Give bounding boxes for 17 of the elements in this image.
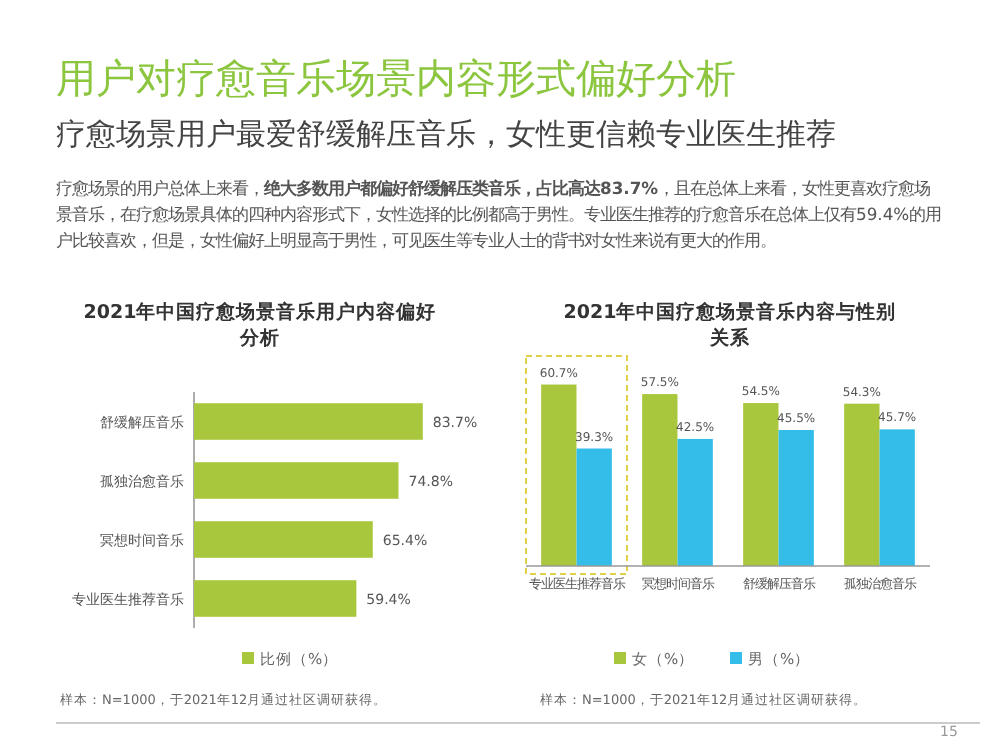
bar (194, 403, 423, 440)
bar (541, 384, 577, 566)
text: 疗愈场景用户最爱舒缓解压音乐，女性更信赖专业医生推荐 (56, 116, 836, 154)
chart-title: 2021年中国疗愈场景音乐用户内容偏好分析 (81, 300, 439, 352)
bar (743, 403, 779, 566)
bar (194, 580, 357, 617)
bar (194, 462, 399, 499)
bar (677, 438, 713, 566)
text: 疗愈场景的用户总体上来看，绝大多数用户都偏好舒缓解压类音乐，占比高达83.7%，且在总体上来看，女性更喜欢疗愈场景音乐，在疗愈场景具体的四种内容形式下，女性选择的比例都高于男性。专业医生推荐的疗愈音乐在总体上仅有59.4%的用户比较喜欢，但是，女性偏好上明显高于男性，可见医生等专业人士的背书对女性来说有更大的作用。 (56, 176, 944, 254)
bar (194, 521, 373, 558)
bar (778, 429, 814, 566)
bar (844, 403, 880, 566)
bar (879, 429, 915, 566)
text: 用户对疗愈音乐场景内容形式偏好分析 (56, 52, 736, 106)
chart-title: 2021年中国疗愈场景音乐内容与性别关系 (561, 300, 899, 352)
bar (642, 394, 678, 566)
bar (576, 448, 612, 566)
